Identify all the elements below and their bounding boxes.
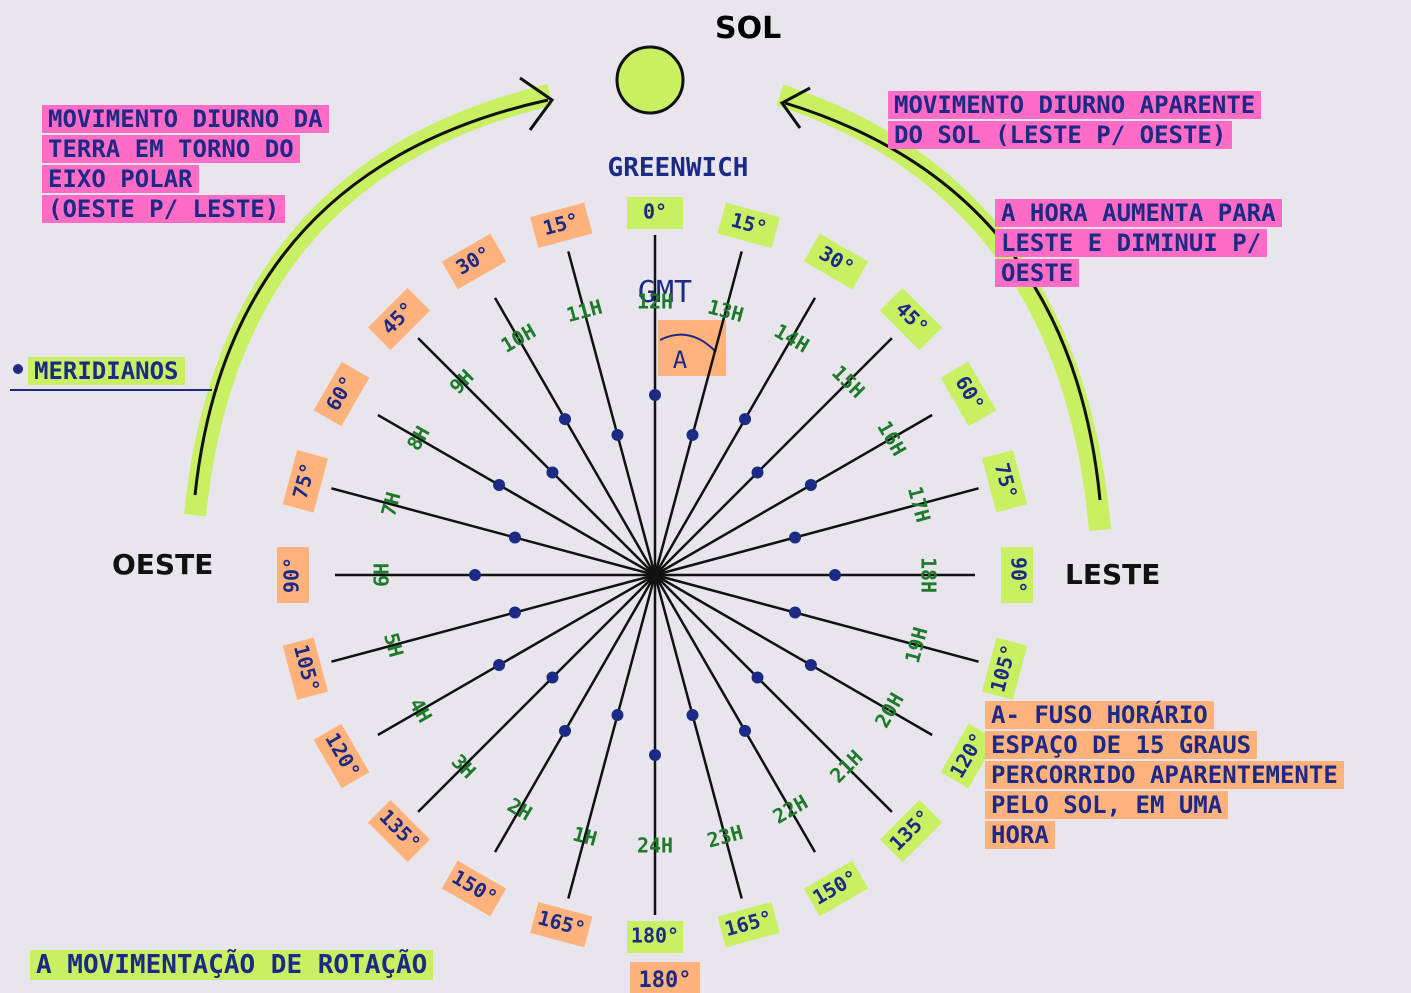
note-text: HORA [985,821,1055,849]
note-text: ESPAÇO DE 15 GRAUS [985,731,1257,759]
bottom-note: A MOVIMENTAÇÃO DE ROTAÇÃO [30,950,433,980]
note-text: LESTE E DIMINUI P/ [995,229,1267,257]
meridian-dot [752,672,764,684]
meridian-dot [829,569,841,581]
note-line: LESTE E DIMINUI P/ [995,228,1282,258]
note-line: OESTE [995,258,1282,288]
note-line: DO SOL (LESTE P/ OESTE) [888,120,1261,150]
zone-note: A- FUSO HORÁRIOESPAÇO DE 15 GRAUSPERCORR… [985,700,1344,850]
note-line: MOVIMENTO DIURNO APARENTE [888,90,1261,120]
hour-label: 5H [379,630,408,659]
meridian-dot [649,389,661,401]
hour-label: 6H [370,563,394,587]
degree-label: 0° [643,200,667,224]
meridians-label: MERIDIANOS [28,357,185,385]
degree-label: 90° [280,557,304,593]
degree-label: 180° [631,924,679,948]
right-arc [780,95,1100,530]
hour-label: 17H [903,484,936,525]
meridian-dot [789,531,801,543]
note-text: MOVIMENTO DIURNO DA [42,105,329,133]
right-arrow [785,103,1100,500]
note-text: DO SOL (LESTE P/ OESTE) [888,121,1232,149]
bottom-note-text: A MOVIMENTAÇÃO DE ROTAÇÃO [30,950,433,980]
hour-label: 10H [497,319,540,358]
meridian-line [418,575,655,812]
meridian-dot [546,466,558,478]
note-text: MOVIMENTO DIURNO APARENTE [888,91,1261,119]
meridian-dot [805,659,817,671]
east-label: LESTE [1065,558,1160,591]
hour-label: 14H [770,319,813,358]
meridian-dot [546,672,558,684]
hour-label: 4H [404,694,437,727]
sun-label: SOL [715,11,781,46]
degree-label: 90° [1007,557,1031,593]
meridians-note: MERIDIANOS [28,356,185,386]
center [646,566,664,584]
note-line: TERRA EM TORNO DO [42,134,329,164]
meridian-dot [611,429,623,441]
meridian-dot [687,709,699,721]
hour-label: 11H [564,295,605,328]
note-line: ESPAÇO DE 15 GRAUS [985,730,1344,760]
hour-label: 23H [704,820,745,853]
note-line: (OESTE P/ LESTE) [42,194,329,224]
note-line: A- FUSO HORÁRIO [985,700,1344,730]
note-text: PELO SOL, EM UMA [985,791,1228,819]
meridian-dot [559,725,571,737]
note-text: A HORA AUMENTA PARA [995,199,1282,227]
meridian-dot [649,749,661,761]
note-line: HORA [985,820,1344,850]
note-line: PELO SOL, EM UMA [985,790,1344,820]
meridian-dot [805,479,817,491]
hour-label: 24H [637,834,673,858]
meridian-dot [559,413,571,425]
meridian-dot [611,709,623,721]
hour-label: 22H [769,790,812,829]
note-line: A HORA AUMENTA PARA [995,198,1282,228]
note-text: OESTE [995,259,1079,287]
bottom-degree: 180° [639,968,692,993]
meridian-dot [789,607,801,619]
hour-label: 7H [376,489,405,518]
page: SOL GREENWICH GMT A 12H0°13H15°14H30°15H… [0,0,1411,993]
meridian-dot [493,479,505,491]
note-text: EIXO POLAR [42,165,199,193]
sun [617,47,683,113]
note-text: PERCORRIDO APARENTEMENTE [985,761,1344,789]
bullet [13,364,23,374]
hour-label: 12H [637,290,673,314]
meridian-dot [739,725,751,737]
meridian-dot [493,659,505,671]
note-line: PERCORRIDO APARENTEMENTE [985,760,1344,790]
note-text: (OESTE P/ LESTE) [42,195,285,223]
note-text: A- FUSO HORÁRIO [985,701,1214,729]
meridian-dot [739,413,751,425]
hour-label: 19H [900,624,933,665]
west-label: OESTE [112,548,213,581]
hour-label: 8H [402,422,435,455]
greenwich-label: GREENWICH [608,153,749,183]
note-line: MOVIMENTO DIURNO DA [42,104,329,134]
meridian-dot [752,466,764,478]
zone-mark: A [673,346,688,374]
meridian-line [655,575,892,812]
hour-label: 1H [570,822,599,851]
note-line: EIXO POLAR [42,164,329,194]
hour-label: 18H [917,557,941,593]
meridian-dot [509,607,521,619]
meridian-dot [509,531,521,543]
hour-label: 20H [870,689,909,732]
hour-label: 16H [872,417,911,460]
hour-label: 2H [503,793,536,826]
meridian-dot [469,569,481,581]
meridian-dot [687,429,699,441]
note-text: TERRA EM TORNO DO [42,135,300,163]
